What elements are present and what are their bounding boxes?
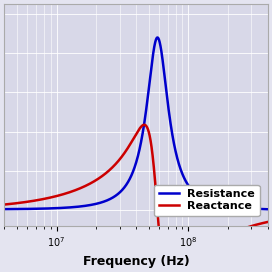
Reactance xyxy=(103,172,107,176)
Reactance xyxy=(2,203,6,206)
Legend: Resistance, Reactance: Resistance, Reactance xyxy=(154,185,260,216)
Reactance xyxy=(143,123,146,126)
Resistance xyxy=(103,200,107,203)
Resistance xyxy=(199,196,203,199)
Reactance xyxy=(266,220,270,224)
Resistance xyxy=(50,207,54,210)
Resistance xyxy=(161,57,164,60)
Resistance xyxy=(174,150,177,153)
Reactance xyxy=(50,196,54,199)
Resistance xyxy=(219,203,222,207)
X-axis label: Frequency (Hz): Frequency (Hz) xyxy=(83,255,189,268)
Line: Reactance: Reactance xyxy=(4,125,268,272)
Resistance xyxy=(2,208,6,211)
Resistance xyxy=(266,208,270,211)
Line: Resistance: Resistance xyxy=(4,38,268,209)
Resistance xyxy=(156,36,159,39)
Reactance xyxy=(161,265,164,268)
Reactance xyxy=(199,253,203,256)
Reactance xyxy=(220,237,223,240)
